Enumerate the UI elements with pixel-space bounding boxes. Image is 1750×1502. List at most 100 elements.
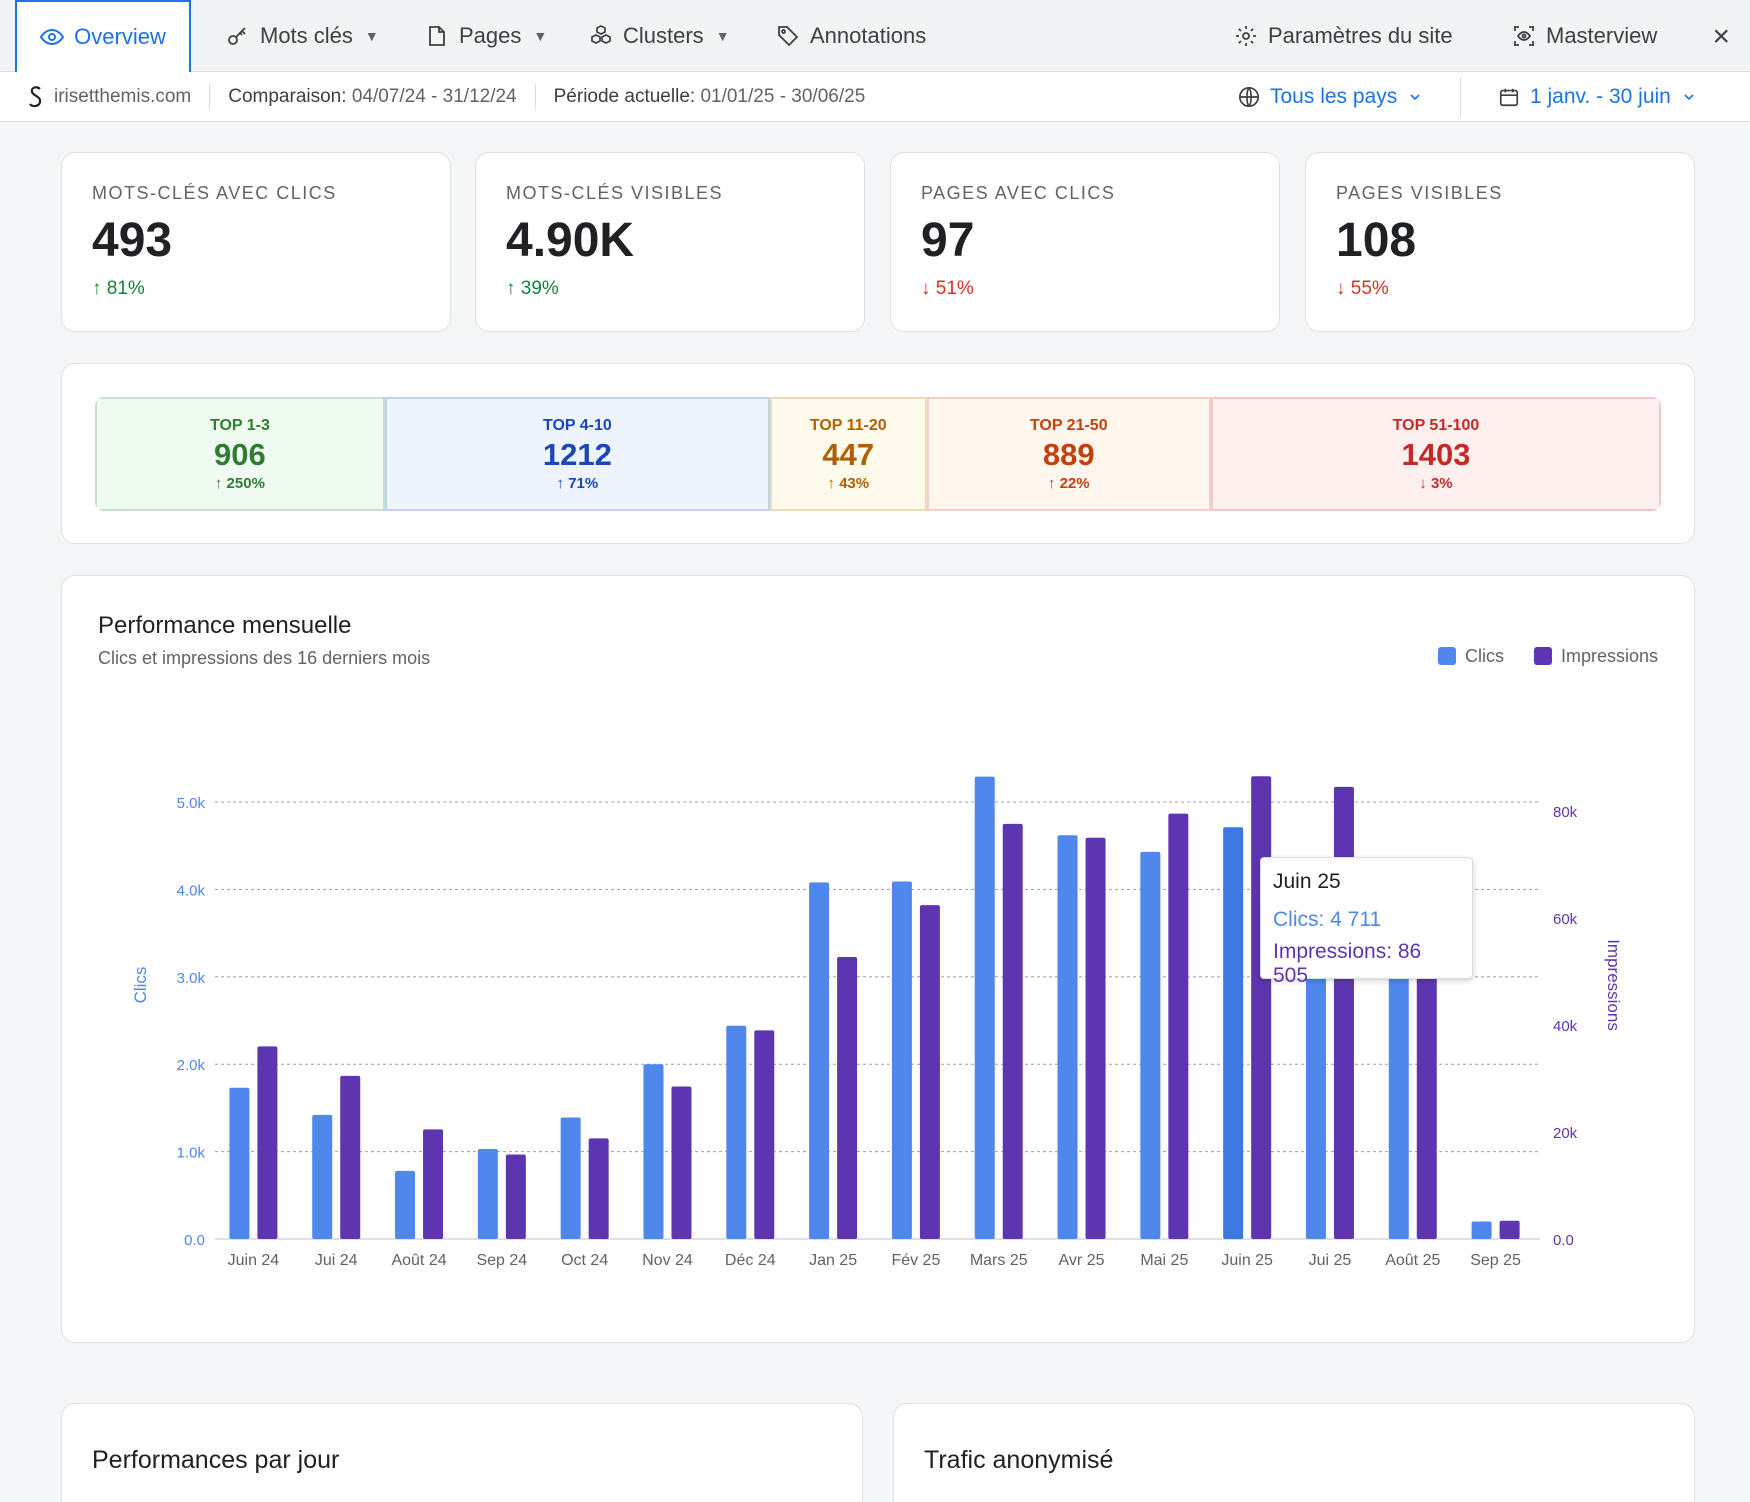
- rank-value: 889: [1042, 436, 1095, 472]
- chevron-down-icon: [1684, 94, 1694, 101]
- kpi-delta-value: 81%: [106, 278, 145, 299]
- legend-item-clicks[interactable]: Clics: [1437, 646, 1504, 667]
- legend-item-impressions[interactable]: Impressions: [1533, 646, 1658, 667]
- caret-down-icon: ▼: [715, 28, 730, 44]
- legend-label: Impressions: [1560, 646, 1658, 666]
- y-tick-right: 80k: [1553, 804, 1578, 821]
- kpi-card-pages-clicks: PAGES AVEC CLICS 97 ↓ 51%: [890, 152, 1280, 332]
- bar-clicks: [395, 1170, 416, 1239]
- daily-performance-card: Performances par jour: [61, 1403, 863, 1502]
- legend-swatch: [1533, 647, 1552, 665]
- bar-clicks: [477, 1148, 498, 1239]
- bar-clicks: [809, 882, 830, 1239]
- scan-eye-icon: [1514, 26, 1534, 46]
- tooltip-impressions: Impressions: 86 505: [1273, 940, 1422, 987]
- tab-site-settings[interactable]: Paramètres du site: [1234, 0, 1453, 72]
- x-tick-label: Juin 25: [1221, 1252, 1273, 1269]
- y-tick-left: 2.0k: [177, 1057, 206, 1074]
- kpi-card-keywords-visible: MOTS-CLÉS VISIBLES 4.90K ↑ 39%: [475, 152, 865, 332]
- bar-clicks: [1140, 851, 1161, 1239]
- site-selector[interactable]: irisetthemis.com: [28, 86, 191, 108]
- chart-subtitle: Clics et impressions des 16 derniers moi…: [98, 648, 431, 668]
- cubes-icon: [591, 25, 611, 44]
- kpi-value: 493: [92, 214, 173, 267]
- bar-impressions: [1085, 837, 1106, 1239]
- kpi-delta-value: 51%: [935, 278, 974, 299]
- rank-delta: ↑ 22%: [1047, 474, 1090, 492]
- rank-delta: ↑ 250%: [214, 474, 265, 492]
- divider: [534, 83, 536, 110]
- x-tick-label: Mai 25: [1140, 1252, 1188, 1269]
- bar-clicks: [726, 1025, 747, 1239]
- tab-keywords[interactable]: Mots clés ▼: [226, 0, 379, 72]
- date-range-picker[interactable]: 1 janv. - 30 juin: [1498, 72, 1697, 122]
- rank-segment[interactable]: TOP 21-50 889 ↑ 22%: [926, 397, 1211, 511]
- close-icon[interactable]: ×: [1712, 20, 1730, 53]
- bar-impressions: [671, 1086, 692, 1239]
- bar-clicks: [974, 776, 995, 1239]
- x-tick-label: Sep 25: [1470, 1252, 1521, 1269]
- key-icon: [228, 27, 246, 45]
- tab-label: Mots clés: [260, 23, 353, 48]
- tab-label: Masterview: [1546, 23, 1658, 48]
- y-tick-left: 1.0k: [177, 1145, 206, 1162]
- y-tick-right: 60k: [1553, 911, 1578, 928]
- kpi-delta-value: 39%: [520, 278, 559, 299]
- site-logo-icon: [29, 85, 42, 107]
- site-name: irisetthemis.com: [54, 85, 192, 107]
- y-tick-right: 40k: [1553, 1018, 1578, 1035]
- bar-impressions: [1002, 823, 1023, 1239]
- tab-pages[interactable]: Pages ▼: [425, 0, 547, 72]
- bar-impressions: [257, 1046, 278, 1239]
- bar-impressions: [919, 905, 940, 1239]
- bar-clicks: [891, 881, 912, 1239]
- x-tick-label: Août 25: [1385, 1252, 1440, 1269]
- bar-clicks: [1223, 827, 1244, 1239]
- tab-label: Overview: [74, 24, 166, 49]
- kpi-delta: ↑ 39%: [506, 278, 559, 300]
- tab-label: Annotations: [810, 23, 927, 48]
- legend-swatch: [1437, 647, 1456, 665]
- kpi-delta: ↓ 51%: [921, 278, 974, 300]
- kpi-delta-value: 55%: [1350, 278, 1389, 299]
- rank-segment[interactable]: TOP 51-100 1403 ↓ 3%: [1210, 397, 1661, 511]
- bar-impressions: [754, 1030, 775, 1239]
- x-tick-label: Jui 24: [315, 1252, 358, 1269]
- tab-clusters[interactable]: Clusters ▼: [589, 0, 730, 72]
- bar-impressions: [837, 957, 858, 1239]
- rank-value: 906: [214, 436, 266, 472]
- comparison-value: 04/07/24 - 31/12/24: [351, 85, 517, 107]
- rank-label: TOP 11-20: [809, 416, 887, 434]
- card-title: Performances par jour: [92, 1446, 340, 1474]
- rank-delta: ↑ 43%: [827, 474, 870, 492]
- kpi-value: 108: [1336, 214, 1417, 267]
- ranking-bar: TOP 1-3 906 ↑ 250% TOP 4-10 1212 ↑ 71% TOP 11-…: [92, 394, 1664, 514]
- tab-label: Pages: [459, 23, 522, 48]
- tab-bar: Overview Mots clés ▼ Pages ▼ Clusters ▼ …: [0, 0, 1750, 72]
- rank-segment[interactable]: TOP 1-3 906 ↑ 250%: [95, 397, 385, 511]
- page-icon: [429, 26, 445, 46]
- country-selector[interactable]: Tous les pays: [1238, 72, 1423, 122]
- y-tick-left: 0.0: [184, 1232, 205, 1249]
- arrow-down-icon: ↓: [1336, 278, 1346, 299]
- bar-clicks: [312, 1114, 333, 1239]
- kpi-label: PAGES AVEC CLICS: [921, 183, 1116, 203]
- rank-delta: ↓ 3%: [1419, 474, 1453, 492]
- bar-impressions: [1499, 1220, 1520, 1239]
- tab-masterview[interactable]: Masterview: [1512, 0, 1657, 72]
- tooltip-title: Juin 25: [1273, 870, 1341, 893]
- comparison-label: Comparaison:: [228, 85, 347, 107]
- anonymized-traffic-card: Trafic anonymisé: [893, 1403, 1695, 1502]
- tab-label: Clusters: [623, 23, 704, 48]
- chart-tooltip: Juin 25 Clics: 4 711 Impressions: 86 505: [1260, 857, 1473, 987]
- y-tick-right: 20k: [1553, 1125, 1578, 1142]
- caret-down-icon: ▼: [533, 28, 548, 44]
- rank-segment[interactable]: TOP 4-10 1212 ↑ 71%: [384, 397, 770, 511]
- rank-segment[interactable]: TOP 11-20 447 ↑ 43%: [769, 397, 927, 511]
- calendar-icon: [1499, 88, 1519, 107]
- tab-overview[interactable]: Overview: [15, 0, 191, 72]
- rank-label: TOP 51-100: [1392, 416, 1480, 434]
- tab-annotations[interactable]: Annotations: [776, 0, 926, 72]
- period-label: Période actuelle:: [553, 85, 696, 107]
